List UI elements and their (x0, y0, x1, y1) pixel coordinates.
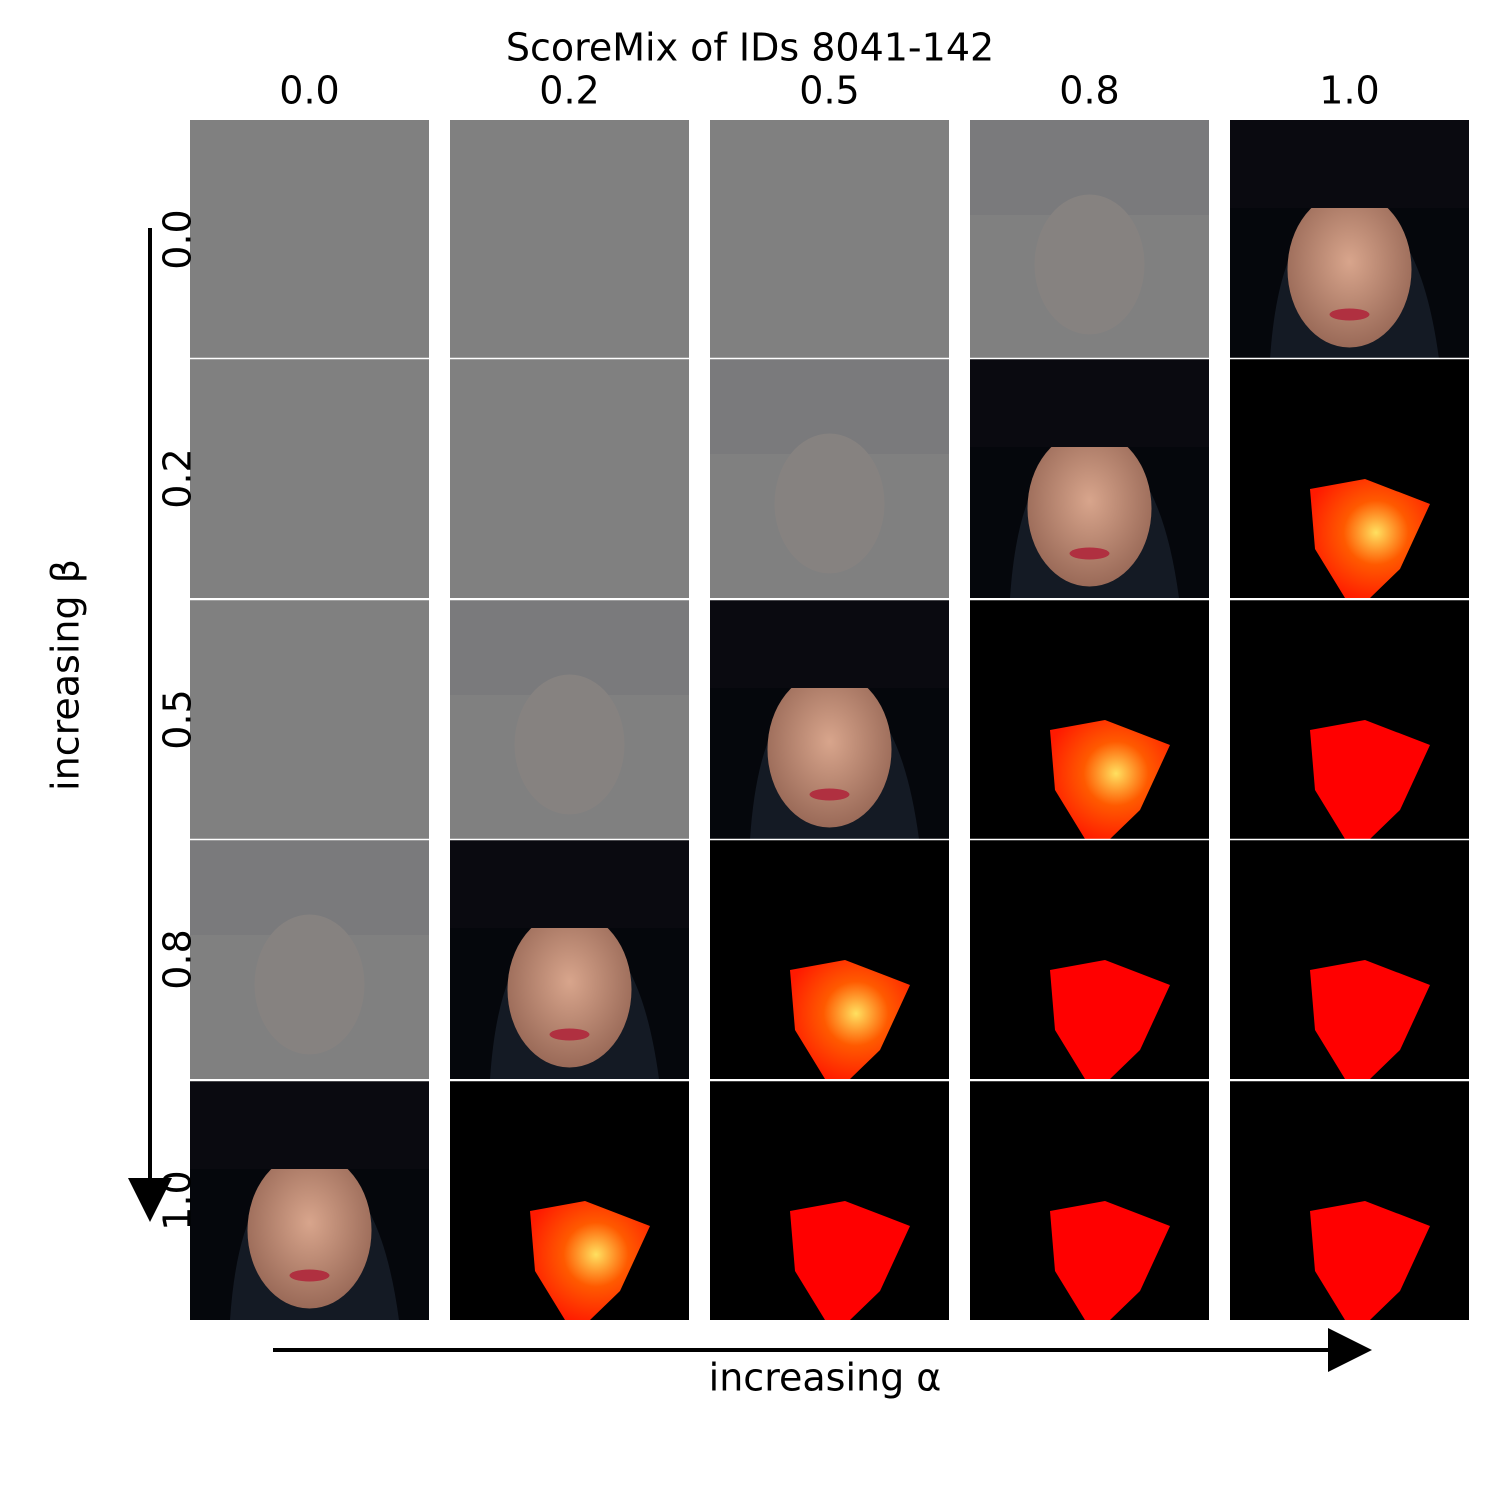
red-mask (1310, 960, 1430, 1079)
image-cell (970, 120, 1209, 359)
cell-bg (190, 120, 429, 359)
x-axis-label: increasing α (709, 1356, 942, 1400)
image-cell (710, 600, 949, 839)
faint-face (774, 433, 885, 574)
image-cell (970, 600, 1209, 839)
lips (289, 1269, 330, 1282)
lips (1329, 308, 1370, 321)
lips (1069, 547, 1110, 560)
beta-arrow-head (128, 1178, 172, 1222)
image-grid (190, 120, 1469, 1320)
face (247, 1152, 372, 1309)
cell-bg (190, 359, 429, 598)
heat-map (790, 960, 910, 1079)
image-cell (450, 1081, 689, 1320)
image-cell (190, 1081, 429, 1320)
image-cell (970, 359, 1209, 598)
row-label: 0.2 (156, 448, 200, 508)
face (1287, 191, 1412, 348)
cell-bg (710, 120, 949, 359)
cell-bg (450, 359, 689, 598)
row-label: 0.8 (156, 929, 200, 989)
hat (1230, 120, 1469, 208)
image-cell (1230, 600, 1469, 839)
column-label: 1.0 (1319, 69, 1379, 113)
column-label: 0.8 (1059, 69, 1119, 113)
cell-bg (450, 120, 689, 359)
image-cell (1230, 359, 1469, 598)
heat-map (1050, 720, 1170, 839)
hat (190, 1081, 429, 1169)
row-label: 0.5 (156, 689, 200, 749)
lips (549, 1028, 590, 1041)
face (767, 671, 892, 828)
face (507, 911, 632, 1068)
red-mask (1050, 1201, 1170, 1320)
figure-title: ScoreMix of IDs 8041-142 (506, 26, 994, 70)
image-cell (190, 359, 429, 598)
hat (710, 600, 949, 688)
column-label: 0.5 (799, 69, 859, 113)
cell-bg (190, 600, 429, 839)
row-label: 0.0 (156, 209, 200, 269)
lips (809, 788, 850, 801)
alpha-arrow-head (1328, 1328, 1372, 1372)
y-axis-label: increasing β (44, 559, 88, 791)
faint-face (514, 674, 625, 815)
image-cell (190, 120, 429, 359)
red-mask (790, 1201, 910, 1320)
image-cell (1230, 120, 1469, 359)
image-cell (450, 120, 689, 359)
column-label: 0.0 (279, 69, 339, 113)
image-cell (1230, 840, 1469, 1079)
heat-map (530, 1201, 650, 1320)
column-label: 0.2 (539, 69, 599, 113)
image-cell (190, 600, 429, 839)
faint-face (254, 914, 365, 1055)
heat-map (1310, 479, 1430, 598)
hat (970, 359, 1209, 447)
image-cell (450, 600, 689, 839)
red-mask (1310, 1201, 1430, 1320)
image-cell (710, 359, 949, 598)
image-cell (710, 840, 949, 1079)
red-mask (1310, 720, 1430, 839)
image-cell (1230, 1081, 1469, 1320)
image-cell (710, 120, 949, 359)
faint-face (1034, 194, 1145, 335)
image-cell (190, 840, 429, 1079)
red-mask (1050, 960, 1170, 1079)
face (1027, 430, 1152, 587)
image-cell (710, 1081, 949, 1320)
image-cell (970, 840, 1209, 1079)
image-cell (970, 1081, 1209, 1320)
row-label: 1.0 (156, 1170, 200, 1230)
hat (450, 840, 689, 928)
image-cell (450, 840, 689, 1079)
image-cell (450, 359, 689, 598)
